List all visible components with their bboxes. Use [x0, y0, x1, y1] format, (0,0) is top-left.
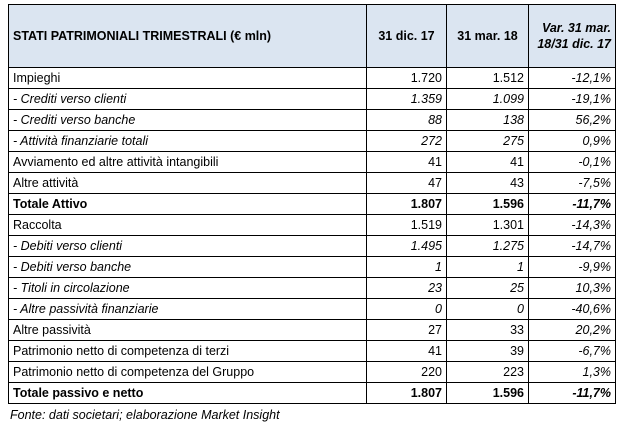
- value-cell: 23: [366, 277, 447, 299]
- row-label: - Crediti verso clienti: [8, 88, 367, 110]
- header-cell: 31 mar. 18: [446, 4, 529, 68]
- footnote: Fonte: dati societari; elaborazione Mark…: [10, 408, 280, 422]
- value-cell: 1.596: [446, 382, 529, 404]
- value-cell: 39: [446, 340, 529, 362]
- row-label: Altre attività: [8, 172, 367, 194]
- table-row: Altre passività 27 33 20,2%: [8, 319, 616, 341]
- value-cell: 27: [366, 319, 447, 341]
- table-row: Avviamento ed altre attività intangibili…: [8, 151, 616, 173]
- row-label: Impieghi: [8, 67, 367, 89]
- row-label: - Attività finanziarie totali: [8, 130, 367, 152]
- value-cell: 0: [366, 298, 447, 320]
- header-cell: STATI PATRIMONIALI TRIMESTRALI (€ mln): [8, 4, 367, 68]
- row-label: Altre passività: [8, 319, 367, 341]
- value-cell: 1.596: [446, 193, 529, 215]
- row-label: - Debiti verso clienti: [8, 235, 367, 257]
- value-cell: -14,3%: [528, 214, 616, 236]
- value-cell: 1.807: [366, 193, 447, 215]
- value-cell: 1.275: [446, 235, 529, 257]
- table-row: Totale passivo e netto 1.807 1.596 -11,7%: [8, 382, 616, 404]
- row-label: - Altre passività finanziarie: [8, 298, 367, 320]
- value-cell: 1: [366, 256, 447, 278]
- row-label: Raccolta: [8, 214, 367, 236]
- value-cell: 88: [366, 109, 447, 131]
- value-cell: 220: [366, 361, 447, 383]
- value-cell: 33: [446, 319, 529, 341]
- value-cell: 138: [446, 109, 529, 131]
- value-cell: -11,7%: [528, 382, 616, 404]
- value-cell: 43: [446, 172, 529, 194]
- value-cell: -7,5%: [528, 172, 616, 194]
- value-cell: -6,7%: [528, 340, 616, 362]
- table-body: Impieghi 1.720 1.512 -12,1% - Crediti verso …: [8, 67, 616, 404]
- value-cell: -0,1%: [528, 151, 616, 173]
- value-cell: 41: [366, 151, 447, 173]
- table-row: - Debiti verso banche 1 1 -9,9%: [8, 256, 616, 278]
- row-label: Patrimonio netto di competenza di terzi: [8, 340, 367, 362]
- row-label: Totale passivo e netto: [8, 382, 367, 404]
- header-cell: Var. 31 mar. 18/31 dic. 17: [528, 4, 616, 68]
- value-cell: 272: [366, 130, 447, 152]
- row-label: Totale Attivo: [8, 193, 367, 215]
- value-cell: 20,2%: [528, 319, 616, 341]
- row-label: - Crediti verso banche: [8, 109, 367, 131]
- table-row: - Debiti verso clienti 1.495 1.275 -14,7%: [8, 235, 616, 257]
- row-label: Avviamento ed altre attività intangibili: [8, 151, 367, 173]
- value-cell: 1.807: [366, 382, 447, 404]
- value-cell: 275: [446, 130, 529, 152]
- table-row: Patrimonio netto di competenza di terzi 4…: [8, 340, 616, 362]
- value-cell: 41: [446, 151, 529, 173]
- value-cell: -40,6%: [528, 298, 616, 320]
- table-row: Totale Attivo 1.807 1.596 -11,7%: [8, 193, 616, 215]
- value-cell: 223: [446, 361, 529, 383]
- table-row: Raccolta 1.519 1.301 -14,3%: [8, 214, 616, 236]
- value-cell: 10,3%: [528, 277, 616, 299]
- table-row: - Crediti verso banche 88 138 56,2%: [8, 109, 616, 131]
- value-cell: 41: [366, 340, 447, 362]
- table-row: - Altre passività finanziarie 0 0 -40,6%: [8, 298, 616, 320]
- table-wrap: STATI PATRIMONIALI TRIMESTRALI (€ mln) 31…: [8, 4, 616, 404]
- value-cell: 0: [446, 298, 529, 320]
- table-row: - Attività finanziarie totali 272 275 0,9%: [8, 130, 616, 152]
- value-cell: 25: [446, 277, 529, 299]
- table-row: Patrimonio netto di competenza del Grupp…: [8, 361, 616, 383]
- row-label: Patrimonio netto di competenza del Grupp…: [8, 361, 367, 383]
- table-row: - Titoli in circolazione 23 25 10,3%: [8, 277, 616, 299]
- table-row: Impieghi 1.720 1.512 -12,1%: [8, 67, 616, 89]
- table-row: - Crediti verso clienti 1.359 1.099 -19,1%: [8, 88, 616, 110]
- value-cell: 1.512: [446, 67, 529, 89]
- table-row: Altre attività 47 43 -7,5%: [8, 172, 616, 194]
- value-cell: 1,3%: [528, 361, 616, 383]
- row-label: - Titoli in circolazione: [8, 277, 367, 299]
- value-cell: 1.519: [366, 214, 447, 236]
- value-cell: -19,1%: [528, 88, 616, 110]
- value-cell: 1.720: [366, 67, 447, 89]
- header-cell: 31 dic. 17: [366, 4, 447, 68]
- balance-table: STATI PATRIMONIALI TRIMESTRALI (€ mln) 31…: [8, 4, 616, 404]
- value-cell: 1.359: [366, 88, 447, 110]
- header-row: STATI PATRIMONIALI TRIMESTRALI (€ mln) 31…: [8, 4, 616, 68]
- value-cell: -12,1%: [528, 67, 616, 89]
- value-cell: 1.495: [366, 235, 447, 257]
- value-cell: -11,7%: [528, 193, 616, 215]
- value-cell: 1.301: [446, 214, 529, 236]
- value-cell: 56,2%: [528, 109, 616, 131]
- value-cell: 1: [446, 256, 529, 278]
- value-cell: 0,9%: [528, 130, 616, 152]
- value-cell: 1.099: [446, 88, 529, 110]
- value-cell: 47: [366, 172, 447, 194]
- value-cell: -14,7%: [528, 235, 616, 257]
- row-label: - Debiti verso banche: [8, 256, 367, 278]
- value-cell: -9,9%: [528, 256, 616, 278]
